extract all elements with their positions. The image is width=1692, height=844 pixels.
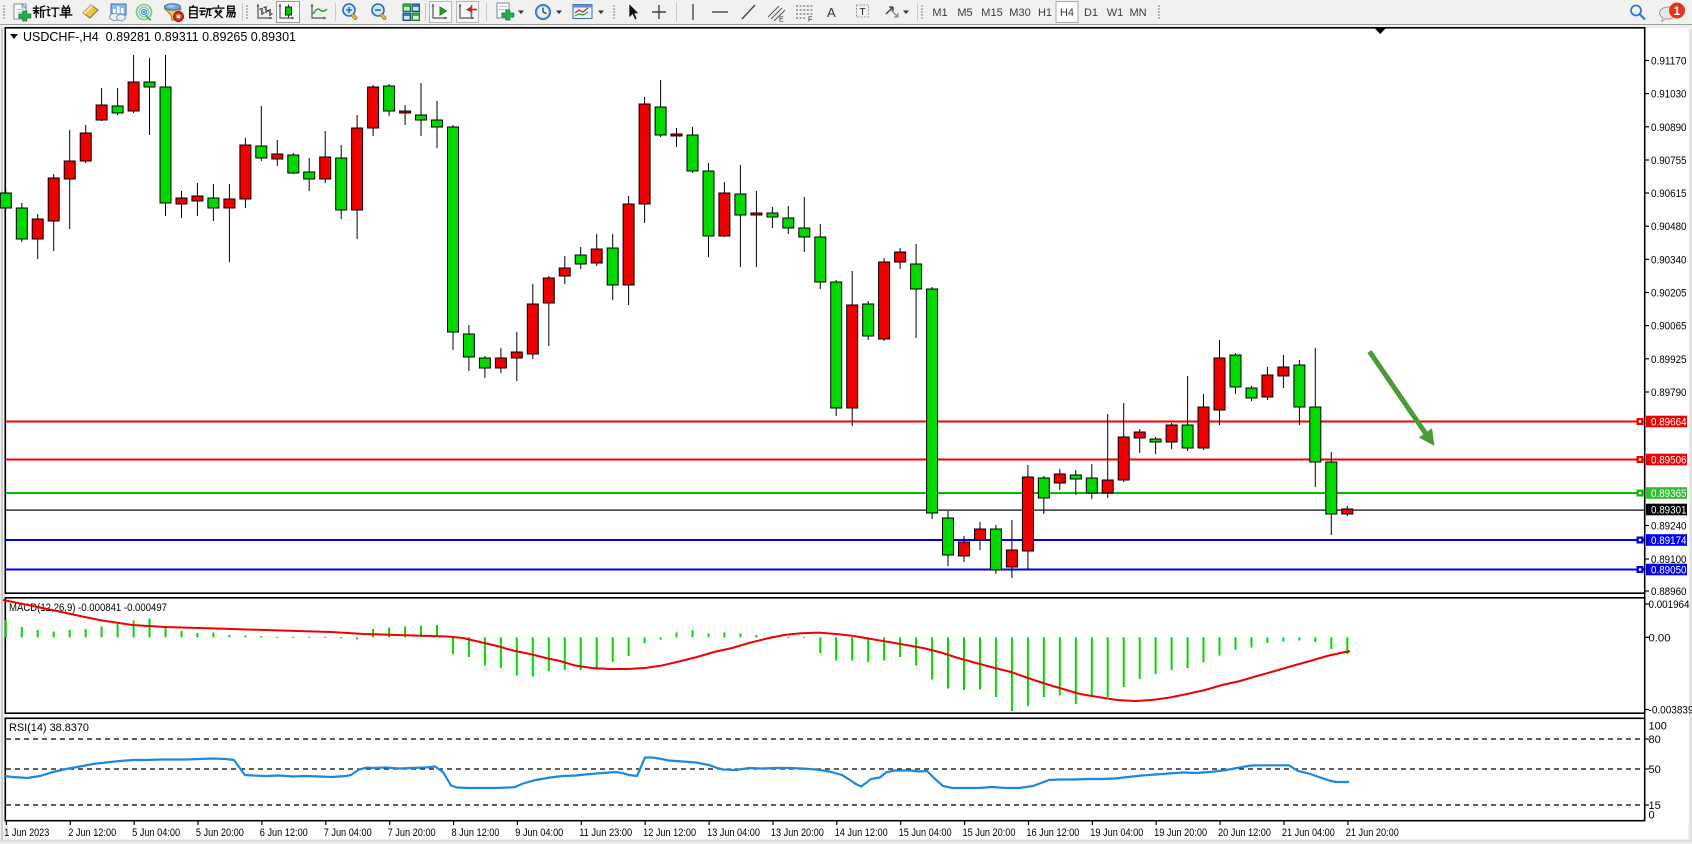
svg-text:0.90205: 0.90205 [1651,288,1687,300]
svg-text:1 Jun 2023: 1 Jun 2023 [4,827,49,839]
svg-text:0.88960: 0.88960 [1651,586,1687,598]
svg-text:19 Jun 04:00: 19 Jun 04:00 [1090,827,1143,839]
svg-text:9 Jun 04:00: 9 Jun 04:00 [515,827,563,839]
svg-text:T: T [860,7,866,18]
svg-text:0.89100: 0.89100 [1651,554,1687,566]
svg-text:20 Jun 12:00: 20 Jun 12:00 [1218,827,1271,839]
svg-text:7 Jun 04:00: 7 Jun 04:00 [324,827,372,839]
svg-text:0.90890: 0.90890 [1651,122,1687,134]
svg-text:5 Jun 04:00: 5 Jun 04:00 [132,827,180,839]
svg-text:F: F [808,17,812,24]
svg-text:1: 1 [1674,4,1681,18]
svg-text:2 Jun 12:00: 2 Jun 12:00 [68,827,116,839]
svg-text:0.89925: 0.89925 [1651,354,1687,366]
svg-text:0.90755: 0.90755 [1651,155,1687,167]
svg-text:21 Jun 20:00: 21 Jun 20:00 [1346,827,1399,839]
svg-text:0.90615: 0.90615 [1651,188,1687,200]
svg-text:M1: M1 [932,7,947,19]
svg-text:0.89506: 0.89506 [1651,455,1687,467]
svg-text:H1: H1 [1038,7,1052,19]
svg-text:0.89174: 0.89174 [1651,535,1687,547]
svg-text:8 Jun 12:00: 8 Jun 12:00 [452,827,500,839]
svg-text:11 Jun 23:00: 11 Jun 23:00 [579,827,632,839]
svg-text:0: 0 [1649,809,1655,821]
svg-text:15 Jun 20:00: 15 Jun 20:00 [963,827,1016,839]
svg-text:50: 50 [1649,764,1661,776]
svg-text:0.89365: 0.89365 [1651,488,1687,500]
svg-text:0.89664: 0.89664 [1651,417,1687,429]
svg-text:RSI(14) 38.8370: RSI(14) 38.8370 [9,722,89,734]
svg-text:14 Jun 12:00: 14 Jun 12:00 [835,827,888,839]
svg-text:D1: D1 [1084,7,1098,19]
svg-text:MACD(12,26,9) -0.000841 -0.000: MACD(12,26,9) -0.000841 -0.000497 [9,602,167,614]
svg-text:7 Jun 20:00: 7 Jun 20:00 [388,827,436,839]
svg-text:13 Jun 20:00: 13 Jun 20:00 [771,827,824,839]
svg-text:0.91030: 0.91030 [1651,89,1687,101]
svg-text:E: E [779,17,784,24]
svg-text:100: 100 [1649,721,1667,733]
svg-text:21 Jun 04:00: 21 Jun 04:00 [1282,827,1335,839]
svg-text:H4: H4 [1060,7,1074,19]
svg-text:0.00: 0.00 [1649,632,1671,644]
svg-text:USDCHF-,H4 0.89281 0.89311 0.: USDCHF-,H4 0.89281 0.89311 0.89265 0.893… [23,30,296,44]
svg-text:M15: M15 [981,7,1002,19]
svg-text:15: 15 [1649,800,1661,812]
svg-text:0.90065: 0.90065 [1651,321,1687,333]
svg-text:6 Jun 12:00: 6 Jun 12:00 [260,827,308,839]
svg-text:13 Jun 04:00: 13 Jun 04:00 [707,827,760,839]
svg-text:A: A [827,5,836,20]
svg-text:80: 80 [1649,734,1661,746]
svg-text:M30: M30 [1009,7,1030,19]
svg-text:0.90480: 0.90480 [1651,221,1687,233]
svg-text:12 Jun 12:00: 12 Jun 12:00 [643,827,696,839]
svg-text:0.91170: 0.91170 [1651,56,1687,68]
svg-text:M5: M5 [957,7,972,19]
svg-text:15 Jun 04:00: 15 Jun 04:00 [899,827,952,839]
svg-text:0.90340: 0.90340 [1651,254,1687,266]
svg-text:W1: W1 [1107,7,1124,19]
svg-text:-0.003839: -0.003839 [1649,705,1692,717]
svg-text:0.89240: 0.89240 [1651,521,1687,533]
svg-text:MN: MN [1129,7,1146,19]
svg-text:19 Jun 20:00: 19 Jun 20:00 [1154,827,1207,839]
svg-text:5 Jun 20:00: 5 Jun 20:00 [196,827,244,839]
svg-text:0.89301: 0.89301 [1651,505,1687,517]
svg-text:0.001964: 0.001964 [1649,599,1690,611]
svg-text:0.89790: 0.89790 [1651,387,1687,399]
svg-text:0.89050: 0.89050 [1651,565,1687,577]
svg-text:16 Jun 12:00: 16 Jun 12:00 [1026,827,1079,839]
